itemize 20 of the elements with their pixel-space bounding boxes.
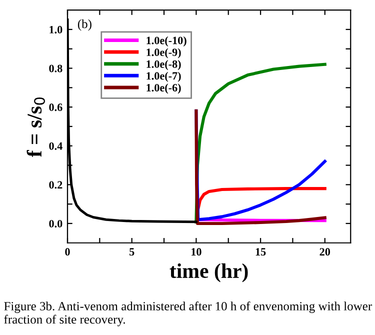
legend-label: 1.0e(-7)	[146, 72, 181, 82]
x-tick-label: 5	[130, 248, 134, 256]
x-tick-label: 10	[192, 248, 202, 256]
y-tick-label: 0.4	[49, 142, 62, 150]
caption: Figure 3b. Anti-venom administered after 10 h of envenoming with lower fraction of site recovery.	[4, 302, 372, 326]
legend-label: 1.0e(-9)	[146, 48, 181, 58]
x-tick-label: 20	[320, 248, 330, 256]
legend-label: 1.0e(-6)	[146, 84, 181, 94]
text: 0.0	[49, 220, 62, 228]
y-tick-label: 0.6	[49, 104, 62, 112]
legend-label: 1.0e(-8)	[146, 60, 181, 70]
y-tick-label: 0.2	[49, 181, 62, 189]
y-tick-label: 0.8	[49, 64, 62, 72]
annotation: (b)	[78, 19, 92, 31]
x-tick-label: 0	[65, 248, 70, 256]
x-tick-label: 15	[256, 248, 266, 256]
x-axis-title: time (hr)	[170, 263, 248, 282]
legend-label: 1.0e(-10)	[146, 36, 186, 46]
y-axis-title: f = s/s$_{0}$	[26, 97, 46, 158]
y-tick-label: 1.0	[50, 26, 62, 34]
